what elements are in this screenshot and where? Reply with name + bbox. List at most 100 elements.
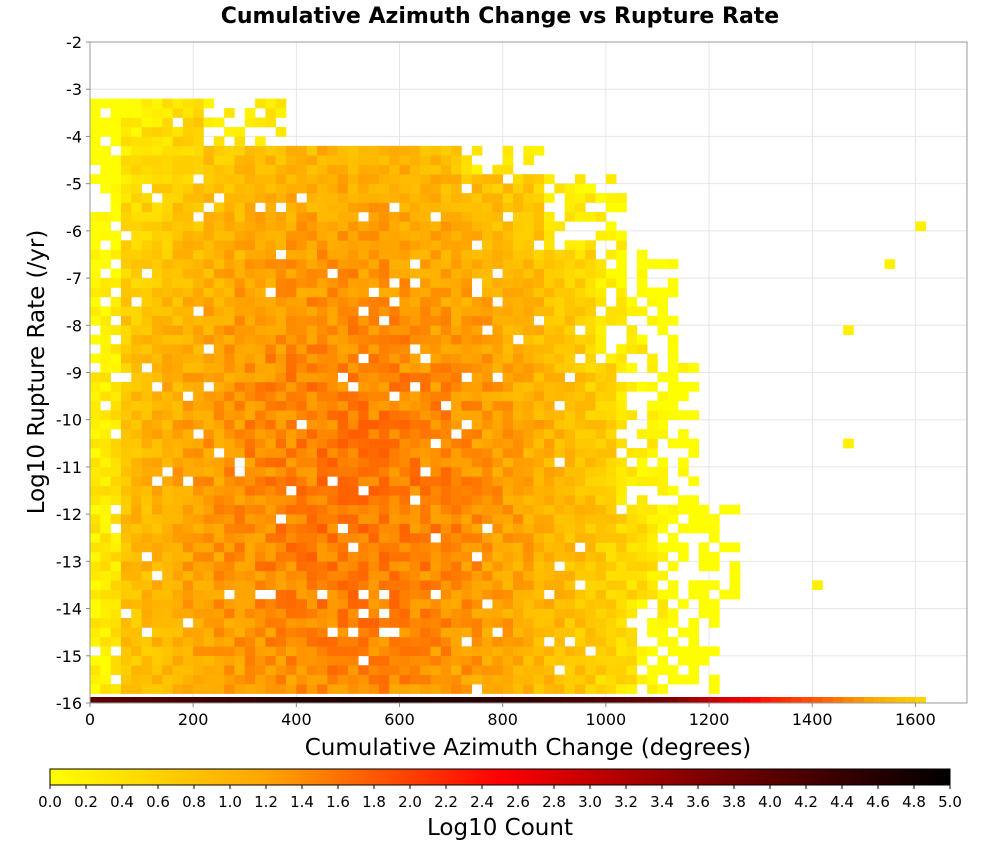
heatmap-cell (203, 363, 215, 373)
heatmap-cell (616, 457, 627, 468)
heatmap-cell (358, 457, 369, 468)
heatmap-cell (420, 646, 431, 657)
heatmap-cell (141, 372, 153, 383)
heatmap-cell (162, 665, 173, 675)
heatmap-cell (255, 334, 266, 345)
heatmap-cell (110, 363, 122, 373)
heatmap-cell (688, 438, 700, 449)
y-tick-label: -15 (56, 647, 82, 666)
heatmap-cell (399, 202, 411, 213)
heatmap-cell (100, 381, 111, 392)
heatmap-cell (296, 249, 307, 260)
heatmap-cell (368, 259, 380, 269)
heatmap-cell (389, 344, 400, 354)
heatmap-cell (399, 504, 411, 515)
heatmap-cell (100, 334, 111, 345)
colorbar-tick-label: 1.4 (290, 793, 314, 811)
heatmap-cell (131, 287, 142, 298)
heatmap-cell (451, 599, 462, 609)
heatmap-cell (110, 665, 122, 675)
heatmap-cell (151, 268, 163, 279)
heatmap-cell (636, 570, 648, 581)
heatmap-cell (378, 259, 390, 269)
heatmap-cell (306, 249, 318, 260)
heatmap-cell (358, 533, 369, 543)
heatmap-cell (141, 674, 153, 685)
heatmap-cell (585, 495, 596, 505)
y-tick-label: -7 (66, 269, 82, 288)
heatmap-cell (513, 372, 524, 383)
heatmap-cell (420, 618, 431, 628)
heatmap-cell (265, 457, 277, 468)
heatmap-cell (636, 561, 648, 572)
heatmap-cell (678, 381, 689, 392)
heatmap-cell (440, 211, 452, 222)
heatmap-cell (193, 580, 204, 590)
heatmap-cell (636, 514, 648, 524)
heatmap-cell (306, 400, 318, 411)
heatmap-cell (554, 580, 565, 590)
heatmap-cell (461, 410, 473, 421)
heatmap-cell (595, 608, 607, 619)
heatmap-cell (120, 665, 132, 675)
heatmap-cell (368, 457, 380, 468)
heatmap-cell (275, 419, 287, 430)
heatmap-cell (389, 438, 400, 449)
heatmap-cell (502, 381, 514, 392)
heatmap-cell (90, 117, 101, 128)
heatmap-cell (482, 334, 493, 345)
heatmap-cell (90, 674, 101, 685)
heatmap-cell (234, 155, 246, 166)
heatmap-cell (378, 570, 390, 581)
heatmap-cell (616, 636, 627, 647)
heatmap-cell (110, 697, 122, 703)
heatmap-cell (502, 278, 514, 288)
heatmap-cell (306, 372, 318, 383)
heatmap-cell (420, 278, 431, 288)
heatmap-cell (492, 448, 504, 458)
heatmap-cell (327, 381, 338, 392)
heatmap-cell (316, 674, 328, 685)
heatmap-cell (574, 684, 586, 694)
heatmap-cell (182, 344, 194, 354)
heatmap-cell (90, 542, 101, 553)
heatmap-cell (224, 183, 235, 194)
heatmap-cell (451, 608, 462, 619)
heatmap-cell (100, 419, 111, 430)
heatmap-cell (420, 306, 431, 317)
heatmap-cell (513, 476, 524, 487)
heatmap-cell (636, 268, 648, 279)
heatmap-cell (451, 278, 462, 288)
heatmap-cell (502, 646, 514, 657)
heatmap-cell (564, 344, 576, 354)
heatmap-cell (244, 457, 256, 468)
heatmap-cell (389, 523, 400, 534)
heatmap-cell (543, 278, 555, 288)
heatmap-cell (100, 646, 111, 657)
heatmap-cell (574, 589, 586, 600)
heatmap-cell (440, 240, 452, 251)
heatmap-cell (224, 697, 235, 703)
heatmap-cell (471, 504, 483, 515)
heatmap-cell (492, 278, 504, 288)
heatmap-cell (368, 268, 380, 279)
heatmap-cell (286, 221, 297, 232)
heatmap-cell (120, 155, 132, 166)
heatmap-cell (358, 646, 369, 657)
x-tick-label: 200 (178, 710, 209, 729)
heatmap-cell (224, 259, 235, 269)
heatmap-cell (193, 655, 204, 666)
heatmap-cell (337, 618, 349, 628)
heatmap-cell (409, 325, 421, 336)
heatmap-cell (162, 608, 173, 619)
heatmap-cell (141, 419, 153, 430)
heatmap-cell (172, 570, 184, 581)
heatmap-cell (482, 249, 493, 260)
heatmap-cell (574, 466, 586, 477)
heatmap-cell (399, 249, 411, 260)
heatmap-cell (543, 249, 555, 260)
heatmap-cell (286, 230, 297, 241)
heatmap-cell (523, 665, 534, 675)
heatmap-cell (265, 164, 277, 175)
heatmap-cell (657, 296, 669, 307)
